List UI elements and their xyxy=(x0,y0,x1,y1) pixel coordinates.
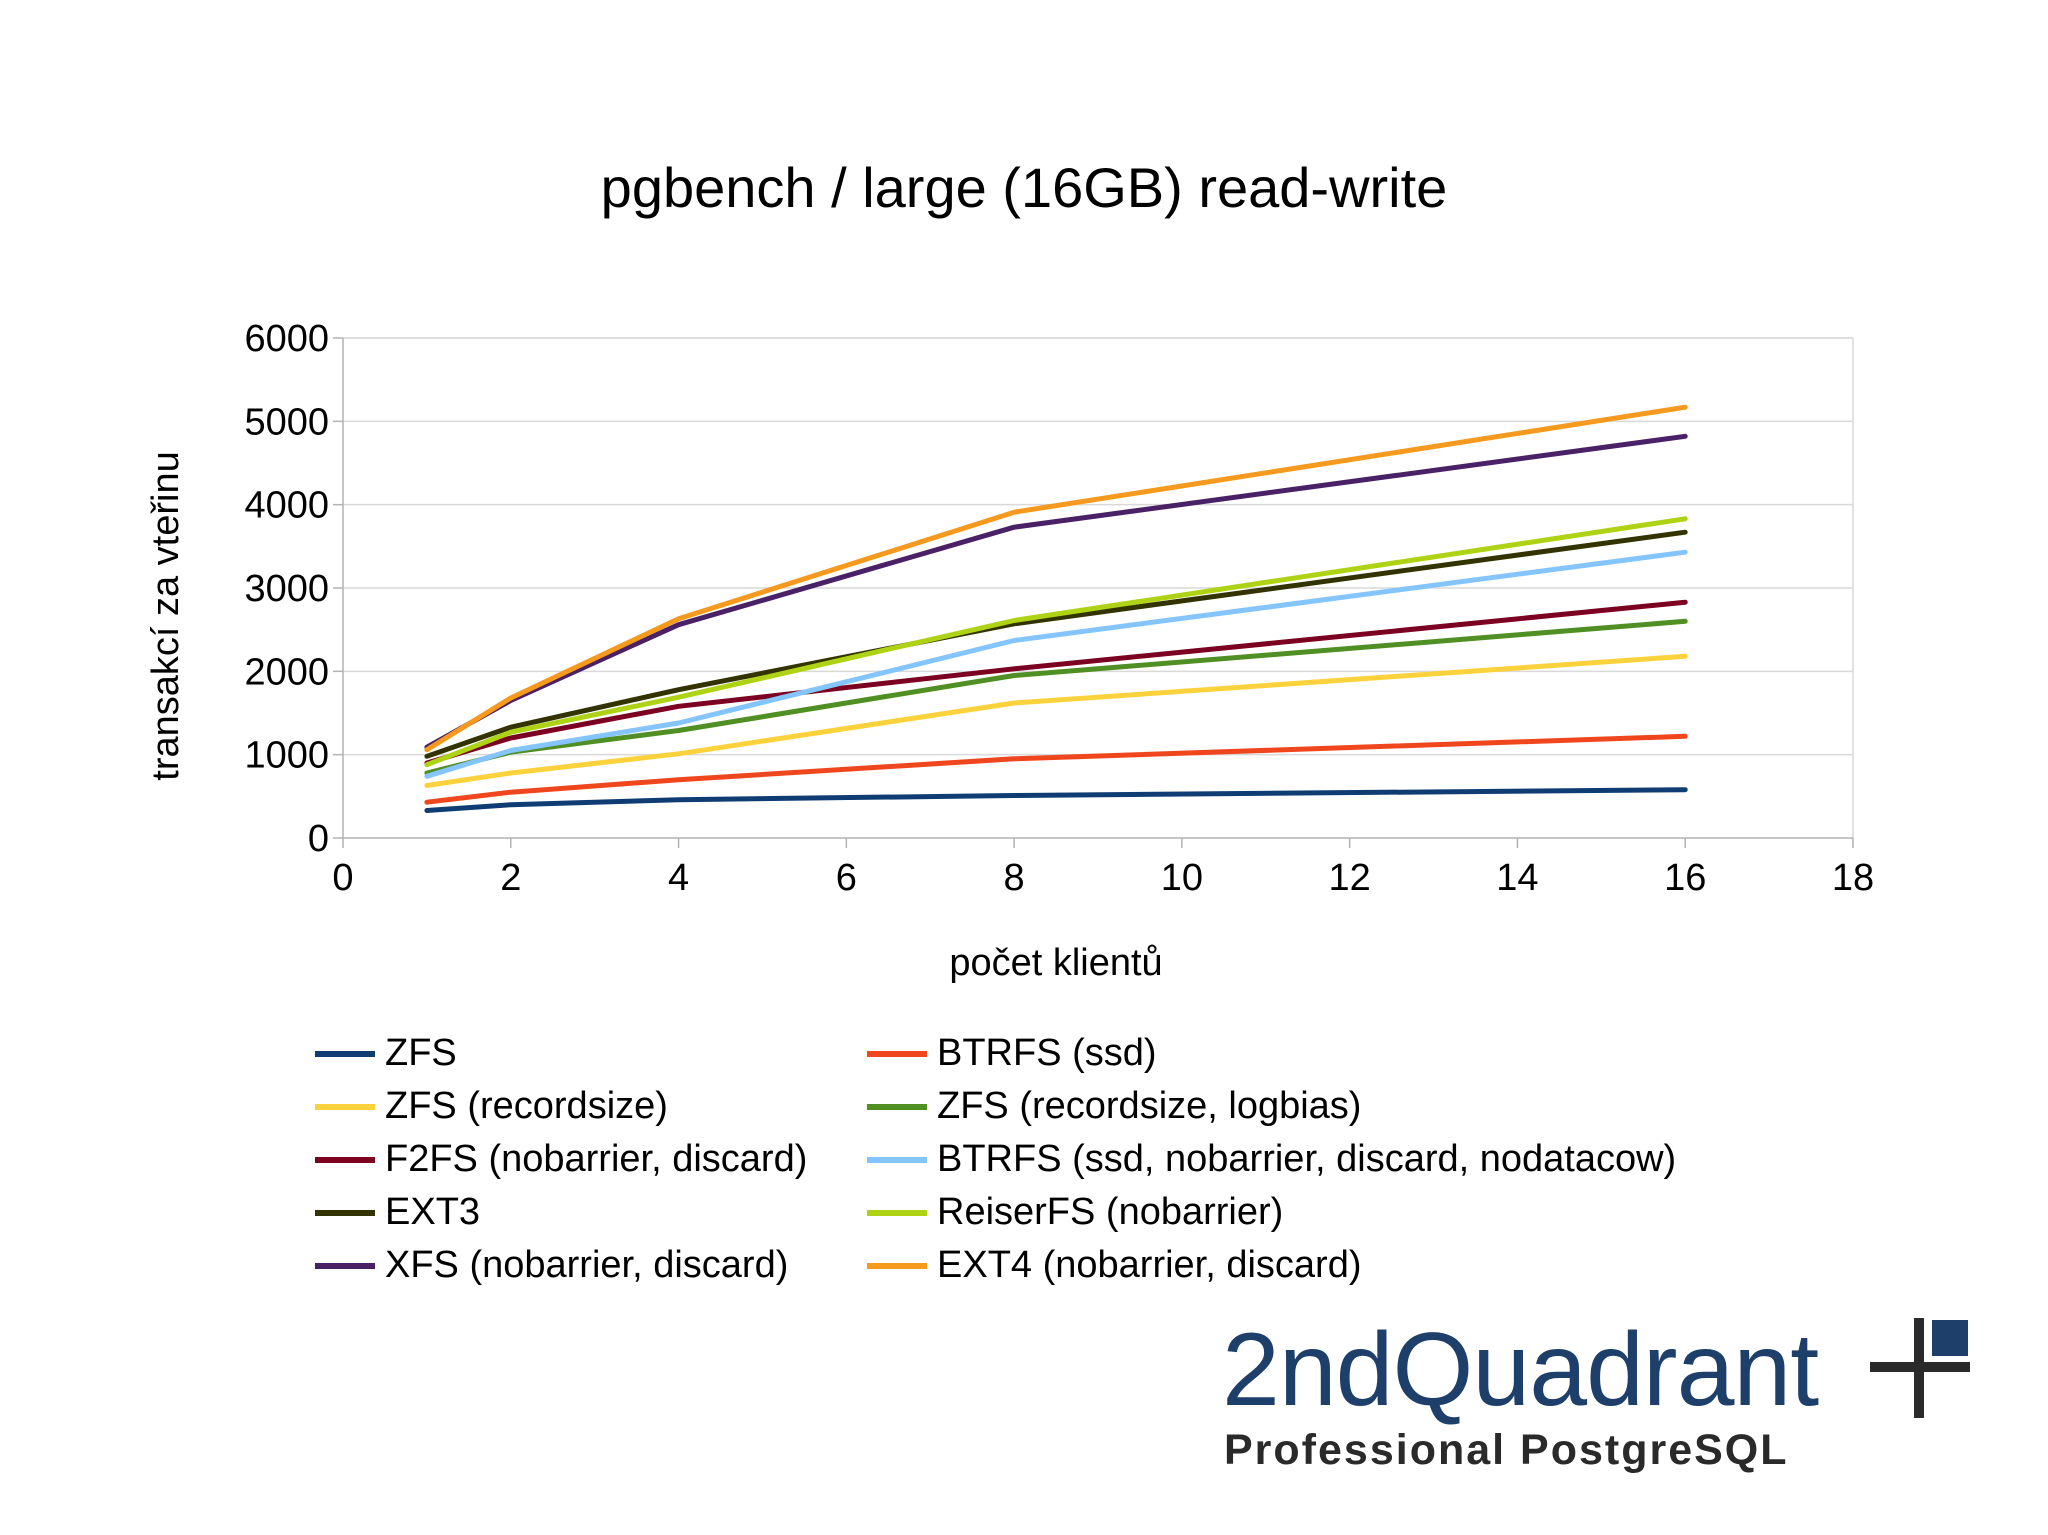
legend-swatch xyxy=(315,1050,375,1057)
legend-item: XFS (nobarrier, discard) xyxy=(315,1242,867,1289)
series-line-ext3 xyxy=(424,529,1688,759)
legend-swatch xyxy=(867,1156,927,1163)
legend-label: ZFS (recordsize) xyxy=(385,1085,668,1127)
legend-swatch xyxy=(315,1209,375,1216)
legend-label: EXT4 (nobarrier, discard) xyxy=(937,1244,1362,1286)
series-line-zfs-recordsize-logbias xyxy=(424,618,1688,776)
logo-name: 2ndQuadrant xyxy=(1222,1312,1819,1428)
x-tick-label: 18 xyxy=(1832,857,1874,899)
legend-swatch xyxy=(315,1262,375,1269)
legend-swatch xyxy=(867,1050,927,1057)
series-line-btrfs-ssd xyxy=(424,733,1688,805)
series-lines xyxy=(424,404,1688,813)
series-line-ext4-nobarrier-discard xyxy=(424,404,1688,753)
series-line-btrfs-ssd-nobarrier-discard-nodatacow xyxy=(424,549,1688,779)
chart-title: pgbench / large (16GB) read-write xyxy=(600,156,1448,219)
x-tick-label: 6 xyxy=(836,857,857,899)
x-tick-label: 0 xyxy=(332,857,353,899)
legend-label: BTRFS (ssd) xyxy=(937,1032,1157,1074)
legend-item: BTRFS (ssd, nobarrier, discard, nodataco… xyxy=(867,1136,1767,1183)
legend-label: BTRFS (ssd, nobarrier, discard, nodataco… xyxy=(937,1138,1677,1180)
legend-item: ZFS xyxy=(315,1030,867,1077)
legend-swatch xyxy=(315,1103,375,1110)
legend-swatch xyxy=(867,1209,927,1216)
y-tick-label: 4000 xyxy=(244,485,329,527)
legend-swatch xyxy=(867,1262,927,1269)
company-logo: 2ndQuadrant Professional PostgreSQL xyxy=(1222,1318,1982,1478)
series-line-f2fs-nobarrier-discard xyxy=(424,599,1688,766)
legend-item: ZFS (recordsize) xyxy=(315,1083,867,1130)
tick-labels: 0 1000 2000 3000 4000 5000 6000 0 2 4 6 8 10 12 14 16 18 xyxy=(244,318,1874,899)
legend-label: F2FS (nobarrier, discard) xyxy=(385,1138,808,1180)
legend-label: ZFS xyxy=(385,1032,457,1074)
legend-item: ZFS (recordsize, logbias) xyxy=(867,1083,1767,1130)
x-tick-label: 8 xyxy=(1004,857,1025,899)
legend-swatch xyxy=(315,1156,375,1163)
x-tick-label: 10 xyxy=(1161,857,1203,899)
y-tick-label: 1000 xyxy=(244,735,329,777)
quadrant-plus-icon xyxy=(1870,1318,1970,1418)
legend-item: EXT4 (nobarrier, discard) xyxy=(867,1242,1767,1289)
x-tick-label: 4 xyxy=(668,857,689,899)
x-tick-label: 14 xyxy=(1496,857,1538,899)
series-line-zfs xyxy=(424,787,1688,813)
grid-lines xyxy=(343,337,1853,756)
axes xyxy=(333,337,1854,848)
legend-swatch xyxy=(867,1103,927,1110)
y-tick-label: 5000 xyxy=(244,401,329,443)
legend-item: BTRFS (ssd) xyxy=(867,1030,1767,1077)
legend-label: ReiserFS (nobarrier) xyxy=(937,1191,1284,1233)
series-line-zfs-recordsize xyxy=(424,653,1688,788)
legend-item: EXT3 xyxy=(315,1189,867,1236)
legend-item: F2FS (nobarrier, discard) xyxy=(315,1136,867,1183)
logo-tagline: Professional PostgreSQL xyxy=(1224,1426,1789,1474)
y-tick-label: 6000 xyxy=(244,318,329,360)
legend-label: EXT3 xyxy=(385,1191,481,1233)
series-line-reiserfs-nobarrier xyxy=(424,516,1688,768)
x-tick-label: 2 xyxy=(500,857,521,899)
x-axis-label: počet klientů xyxy=(949,942,1162,984)
chart-legend: ZFS BTRFS (ssd) ZFS (recordsize) ZFS (recor… xyxy=(315,1030,1815,1289)
y-tick-label: 3000 xyxy=(244,568,329,610)
legend-item: ReiserFS (nobarrier) xyxy=(867,1189,1767,1236)
y-axis-label: transakcí za vteřinu xyxy=(145,451,187,780)
x-tick-label: 16 xyxy=(1664,857,1706,899)
legend-label: XFS (nobarrier, discard) xyxy=(385,1244,789,1286)
y-tick-label: 2000 xyxy=(244,651,329,693)
legend-label: ZFS (recordsize, logbias) xyxy=(937,1085,1362,1127)
x-tick-label: 12 xyxy=(1329,857,1371,899)
y-tick-label: 0 xyxy=(308,818,329,860)
